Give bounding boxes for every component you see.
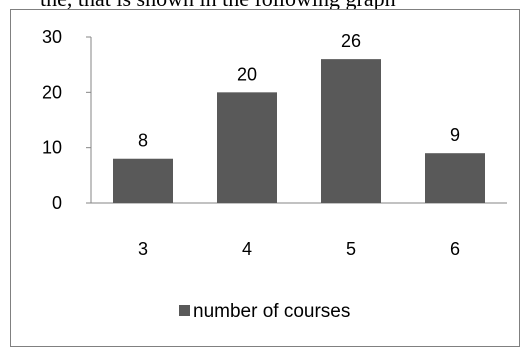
bar — [321, 59, 381, 204]
bars — [113, 59, 485, 204]
x-tick-label: 4 — [242, 239, 252, 259]
y-tick-label: 0 — [52, 193, 62, 213]
x-tick-label: 3 — [138, 239, 148, 259]
data-label: 9 — [450, 125, 460, 145]
x-tick-label: 5 — [346, 239, 356, 259]
bar — [425, 153, 485, 203]
data-label: 20 — [237, 64, 257, 84]
header-text: the, that is shown in the following grap… — [40, 0, 396, 12]
y-tick-label: 20 — [42, 82, 62, 102]
bar — [217, 92, 277, 203]
x-tick-label: 6 — [450, 239, 460, 259]
labels: 8 3 20 4 26 5 9 6 — [138, 31, 460, 259]
y-tick-label: 10 — [42, 138, 62, 158]
legend-swatch — [179, 305, 190, 316]
y-tick-label: 30 — [42, 27, 62, 47]
data-label: 8 — [138, 131, 148, 151]
legend: number of courses — [179, 301, 350, 322]
legend-label: number of courses — [193, 301, 350, 322]
data-label: 26 — [341, 31, 361, 51]
bar — [113, 158, 173, 203]
